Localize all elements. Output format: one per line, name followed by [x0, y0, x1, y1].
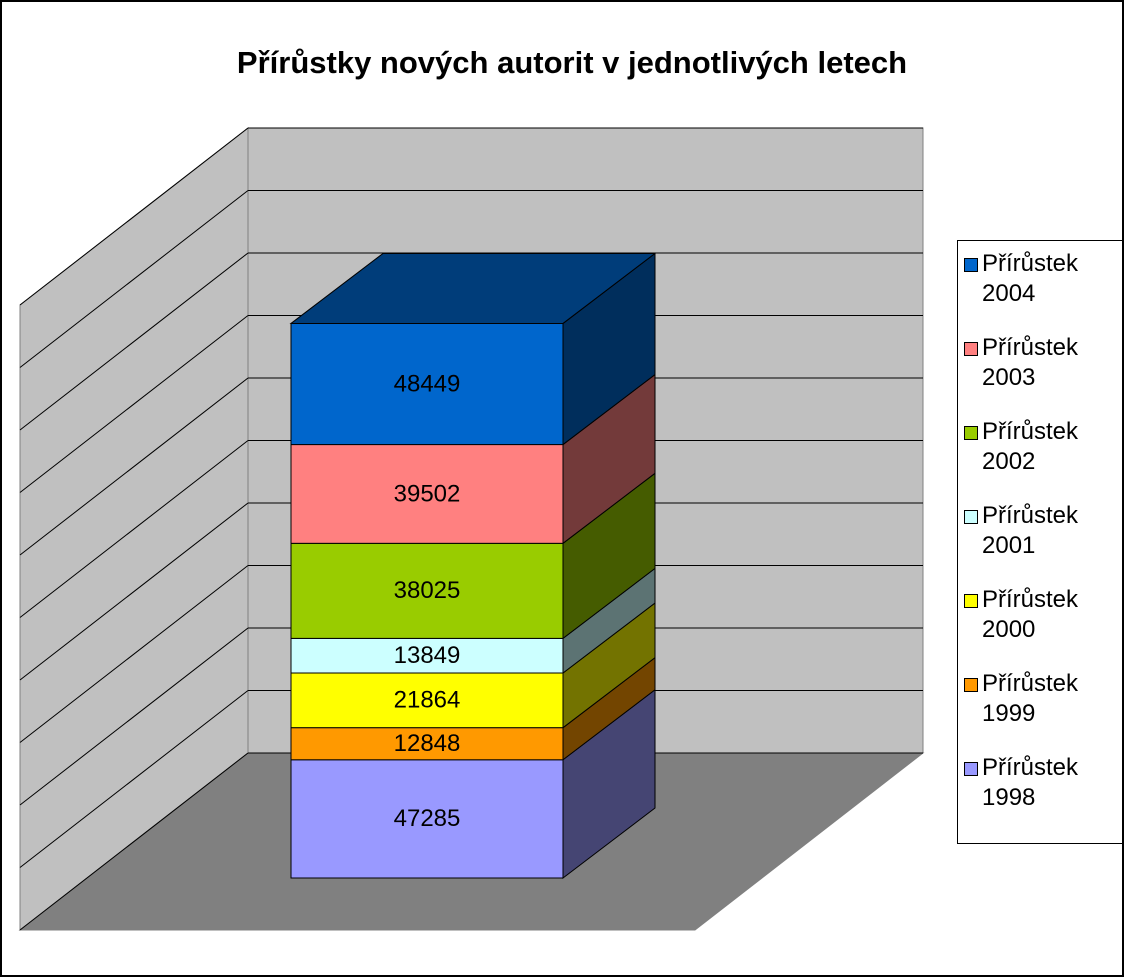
data-label: 39502	[394, 480, 461, 507]
legend-swatch	[964, 342, 978, 356]
legend-entry: Přírůstek 2003	[964, 333, 1122, 417]
data-label: 38025	[394, 577, 461, 604]
legend-entry: Přírůstek 2002	[964, 417, 1122, 501]
grid-line	[19, 127, 249, 306]
bar	[290, 672, 564, 729]
legend-entry: Přírůstek 2000	[964, 585, 1122, 669]
legend-entry: Přírůstek 1998	[964, 753, 1122, 837]
legend-label: Přírůstek 2004	[982, 250, 1079, 307]
grid-line	[19, 502, 249, 681]
legend-label: Přírůstek 2001	[982, 502, 1079, 559]
legend-label: Přírůstek 2000	[982, 586, 1079, 643]
legend-entry: Přírůstek 2001	[964, 501, 1122, 585]
grid-line	[19, 565, 249, 743]
data-label: 48449	[394, 370, 461, 397]
legend-entry: Přírůstek 2004	[964, 249, 1122, 333]
bar	[290, 542, 564, 639]
legend-label: Přírůstek 2002	[982, 418, 1079, 475]
legend-swatch	[964, 510, 978, 524]
bar	[290, 444, 564, 544]
legend-swatch	[964, 678, 978, 692]
bar	[290, 637, 564, 674]
legend-swatch	[964, 426, 978, 440]
plot-area: 47285 12848 21864 13849 38025 39502 48449	[18, 126, 925, 932]
chart-title: Přírůstky nových autorit v jednotlivých …	[237, 45, 907, 80]
bar	[290, 322, 564, 446]
legend-entry: Přírůstek 1999	[964, 669, 1122, 753]
legend-label: Přírůstek 1999	[982, 670, 1079, 727]
legend-label: Přírůstek 2003	[982, 334, 1079, 391]
legend-swatch	[964, 594, 978, 608]
legend: Přírůstek 2004 Přírůstek 2003 Přírůstek 20…	[957, 240, 1123, 844]
grid-line	[19, 627, 249, 806]
legend-label: Přírůstek 1998	[982, 754, 1079, 811]
grid-line	[19, 377, 249, 556]
grid-line	[19, 190, 249, 368]
legend-swatch	[964, 258, 978, 272]
bar	[290, 759, 564, 879]
grid-line	[19, 252, 249, 431]
data-label: 47285	[394, 805, 461, 832]
bar	[290, 727, 564, 761]
bar-top	[289, 252, 657, 324]
legend-swatch	[964, 762, 978, 776]
grid-line	[19, 690, 249, 868]
data-label: 12848	[394, 730, 461, 757]
data-label: 13849	[394, 642, 461, 669]
grid-line	[19, 440, 249, 618]
grid-line	[19, 752, 249, 931]
grid-line	[19, 315, 249, 493]
data-label: 21864	[394, 687, 461, 714]
